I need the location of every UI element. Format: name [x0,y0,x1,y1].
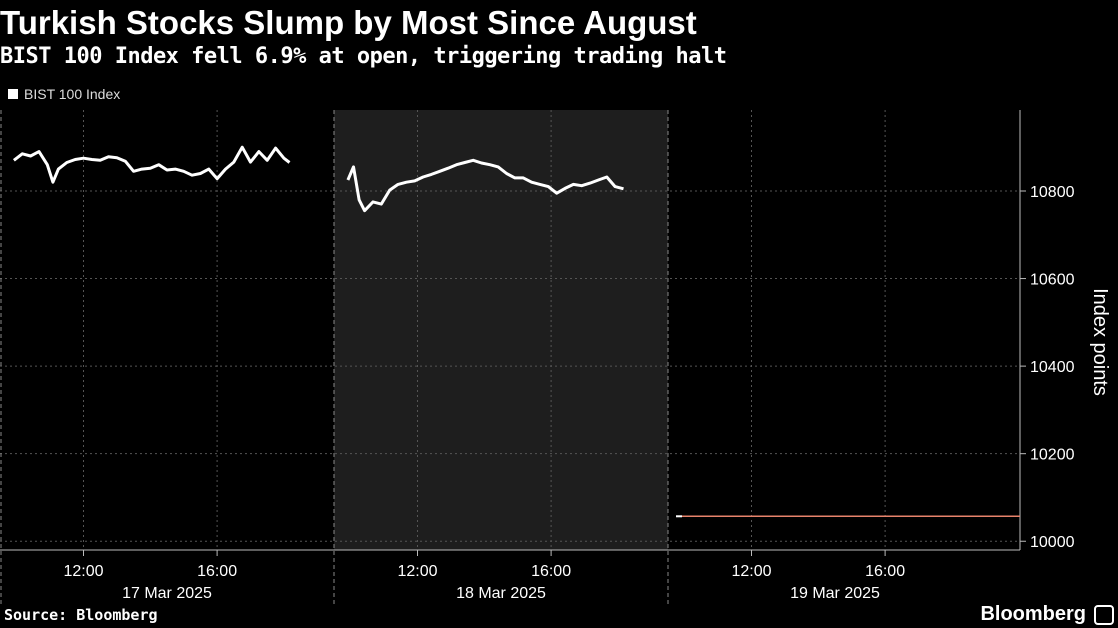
brand-logo: Bloomberg [980,603,1114,626]
chart-subtitle: BIST 100 Index fell 6.9% at open, trigge… [0,44,727,69]
x-date-label: 18 Mar 2025 [456,585,546,602]
x-tick-label: 16:00 [865,563,905,580]
x-tick-label: 12:00 [397,563,437,580]
y-axis-title: Index points [1089,288,1111,396]
y-tick-label: 10000 [1030,534,1075,551]
y-tick-label: 10600 [1030,272,1075,289]
x-date-label: 19 Mar 2025 [790,585,880,602]
x-tick-label: 12:00 [731,563,771,580]
series-line-bist-100 [346,158,624,213]
brand-name: Bloomberg [980,603,1086,625]
chart-title: Turkish Stocks Slump by Most Since Augus… [0,4,697,41]
legend-swatch [8,89,18,99]
y-tick-label: 10200 [1030,447,1075,464]
source-note: Source: Bloomberg [4,606,158,624]
x-tick-label: 12:00 [63,563,103,580]
x-tick-label: 16:00 [531,563,571,580]
shaded-day-band [334,110,668,550]
x-date-label: 17 Mar 2025 [122,585,212,602]
series-line-bist-100 [12,145,291,184]
legend: BIST 100 Index [8,86,120,102]
y-tick-label: 10800 [1030,184,1075,201]
legend-label: BIST 100 Index [24,86,121,102]
y-tick-label: 10400 [1030,359,1075,376]
x-tick-label: 16:00 [197,563,237,580]
brand-mark-icon [1094,604,1114,625]
